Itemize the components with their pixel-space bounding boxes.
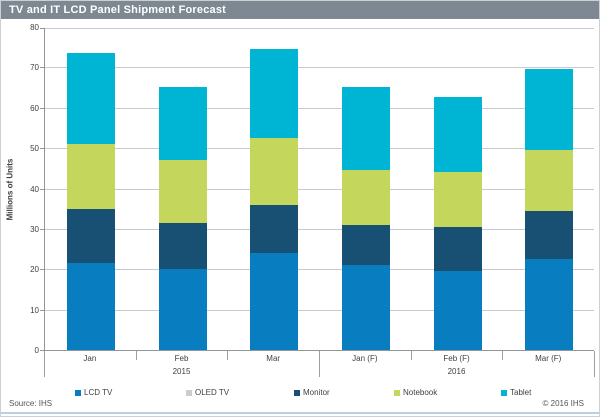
gridline: [45, 310, 594, 311]
legend-label: OLED TV: [195, 388, 230, 397]
y-axis-tick-label: 0: [34, 346, 39, 355]
bar-segment-notebook: [159, 160, 207, 223]
x-axis-group-label: 2015: [172, 367, 191, 376]
bar-segment-lcd-tv: [67, 263, 115, 350]
y-axis-tick-label: 40: [30, 185, 39, 194]
bar-segment-notebook: [250, 138, 298, 205]
legend-item-tablet: Tablet: [501, 388, 531, 397]
y-axis-tick: [40, 148, 44, 149]
bar-segment-tablet: [434, 97, 482, 172]
bar-segment-tablet: [250, 49, 298, 138]
bar-segment-notebook: [525, 150, 573, 211]
bar-segment-lcd-tv: [250, 253, 298, 350]
gridline: [45, 189, 594, 190]
y-axis-tick: [40, 310, 44, 311]
gridline: [45, 28, 594, 29]
x-axis-tick: [136, 351, 137, 360]
gridline: [45, 229, 594, 230]
y-axis-tick-label: 60: [30, 104, 39, 113]
bar-segment-tablet: [342, 87, 390, 170]
x-axis-category-label: Jan: [83, 354, 97, 363]
bar-segment-tablet: [525, 69, 573, 150]
x-axis-category-label: Jan (F): [352, 354, 378, 363]
legend-swatch-notebook-icon: [394, 389, 400, 396]
x-axis-tick: [227, 351, 228, 360]
legend-item-notebook: Notebook: [394, 388, 437, 397]
y-axis-tick-label: 10: [30, 306, 39, 315]
legend-item-lcd-tv: LCD TV: [75, 388, 112, 397]
bar-segment-notebook: [67, 144, 115, 209]
bar-segment-tablet: [159, 87, 207, 160]
y-axis-tick: [40, 269, 44, 270]
bar-segment-notebook: [434, 172, 482, 227]
gridline: [45, 67, 594, 68]
y-axis-tick-label: 20: [30, 265, 39, 274]
y-axis-labels: 0 10 20 30 40 50 60 70 80: [11, 23, 39, 355]
bar-segment-monitor: [159, 223, 207, 269]
legend-swatch-lcd-tv-icon: [75, 389, 81, 396]
x-axis-category-label: Feb (F): [443, 354, 470, 363]
x-axis-tick: [44, 351, 45, 377]
y-axis-tick: [40, 67, 44, 68]
y-axis-tick: [40, 350, 44, 351]
x-axis-category-label: Mar (F): [535, 354, 562, 363]
y-axis-tick-label: 70: [30, 63, 39, 72]
x-axis-tick: [502, 351, 503, 360]
x-axis-tick: [319, 351, 320, 377]
y-axis-tick: [40, 108, 44, 109]
bar-segment-tablet: [67, 53, 115, 144]
y-axis-tick-label: 30: [30, 225, 39, 234]
legend-item-monitor: Monitor: [294, 388, 330, 397]
legend-swatch-tablet-icon: [501, 389, 507, 396]
bar-segment-monitor: [342, 225, 390, 265]
bar-segment-monitor: [250, 205, 298, 253]
source-note: Source: IHS: [9, 399, 53, 408]
bar-segment-lcd-tv: [434, 271, 482, 350]
x-axis-tick: [594, 351, 595, 377]
legend-label: Tablet: [510, 388, 532, 397]
chart-plot-area: [40, 28, 594, 351]
legend-swatch-oled-tv-icon: [186, 389, 192, 396]
chart-legend: LCD TV OLED TV Monitor Notebook Tablet: [1, 388, 599, 400]
bar-segment-lcd-tv: [342, 265, 390, 350]
y-axis-tick: [40, 189, 44, 190]
bottom-accent-line: [1, 412, 599, 414]
legend-item-oled-tv: OLED TV: [186, 388, 229, 397]
y-axis-tick-label: 80: [30, 23, 39, 32]
bar-segment-monitor: [67, 208, 115, 263]
legend-label: LCD TV: [84, 388, 113, 397]
bar-segment-monitor: [525, 211, 573, 259]
x-axis-category-label: Mar: [266, 354, 281, 363]
copyright-note: © 2016 IHS: [542, 399, 584, 408]
x-axis-labels: Jan Feb Mar Jan (F) Feb (F) Mar (F): [44, 354, 594, 363]
y-axis-tick: [40, 229, 44, 230]
y-axis-tick: [40, 28, 44, 29]
bar-segment-notebook: [342, 170, 390, 225]
bar-segment-lcd-tv: [525, 259, 573, 350]
x-axis-group-label: 2016: [447, 367, 466, 376]
x-axis-category-label: Feb: [174, 354, 189, 363]
y-axis-tick-label: 50: [30, 144, 39, 153]
chart-title-bar: TV and IT LCD Panel Shipment Forecast: [1, 1, 599, 19]
legend-swatch-monitor-icon: [294, 389, 300, 396]
x-axis-tick: [411, 351, 412, 360]
gridline: [45, 269, 594, 270]
legend-label: Monitor: [303, 388, 330, 397]
gridline: [45, 148, 594, 149]
gridline: [45, 108, 594, 109]
bar-segment-monitor: [434, 227, 482, 271]
legend-label: Notebook: [403, 388, 438, 397]
bar-segment-lcd-tv: [159, 269, 207, 350]
